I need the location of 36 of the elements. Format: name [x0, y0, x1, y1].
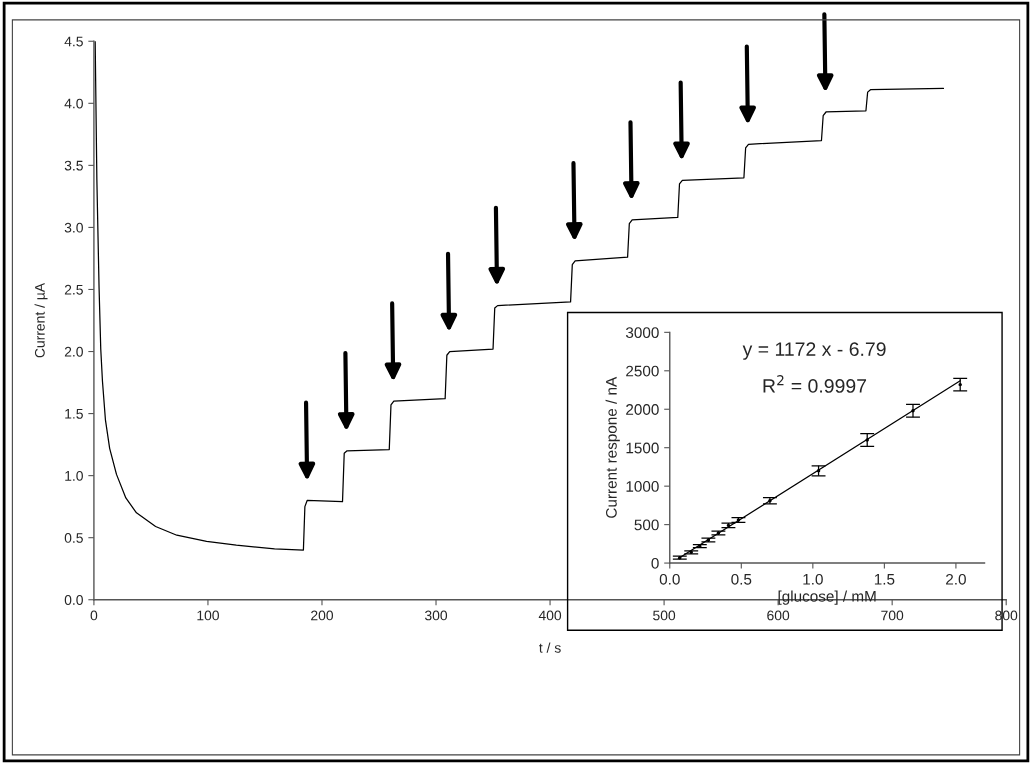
y-tick-label: 0.0: [64, 595, 83, 605]
x-tick-label: 600: [767, 610, 790, 621]
y-tick-label: 0.5: [64, 533, 83, 543]
x-tick-label: 1.5: [874, 574, 895, 585]
line-series: [94, 41, 945, 551]
annotation: y = 1172 x - 6.79: [742, 342, 886, 360]
y-tick-label: 1.5: [65, 409, 83, 419]
y-axis-title: Current respone / nA: [605, 376, 620, 518]
y-tick-label: 3.0: [64, 222, 83, 233]
y-tick-label: 4.5: [64, 36, 83, 47]
x-tick-label: 300: [424, 610, 448, 621]
y-tick-label: 1000: [626, 481, 659, 492]
x-tick-label: 0.0: [659, 573, 680, 585]
y-axis-title: Current / µA: [34, 282, 48, 358]
x-tick-label: 700: [881, 610, 904, 621]
y-tick-label: 2.0: [64, 346, 83, 357]
x-axis-title: t / s: [539, 642, 561, 653]
y-tick-label: 0: [651, 557, 659, 569]
x-tick-label: 0.5: [731, 573, 752, 585]
y-tick-label: 2.5: [64, 284, 83, 295]
x-tick-label: 500: [653, 610, 676, 621]
y-tick-label: 3.5: [64, 160, 83, 171]
x-tick-label: 200: [311, 610, 334, 621]
x-tick-label: 2.0: [946, 573, 966, 585]
x-tick-label: 0: [90, 610, 98, 621]
annotation: R$^{2}$ = 0.9997: [763, 375, 867, 393]
y-tick-label: 2000: [626, 404, 659, 415]
y-tick-label: 2500: [626, 365, 659, 377]
x-tick-label: 100: [197, 610, 219, 621]
y-tick-label: 1.0: [65, 470, 83, 481]
y-tick-label: 500: [634, 519, 659, 531]
x-tick-label: 400: [538, 610, 562, 621]
y-tick-label: 3000: [625, 327, 659, 339]
x-tick-label: 1.0: [803, 573, 823, 585]
y-tick-label: 4.0: [64, 98, 83, 109]
y-tick-label: 1500: [626, 442, 659, 454]
